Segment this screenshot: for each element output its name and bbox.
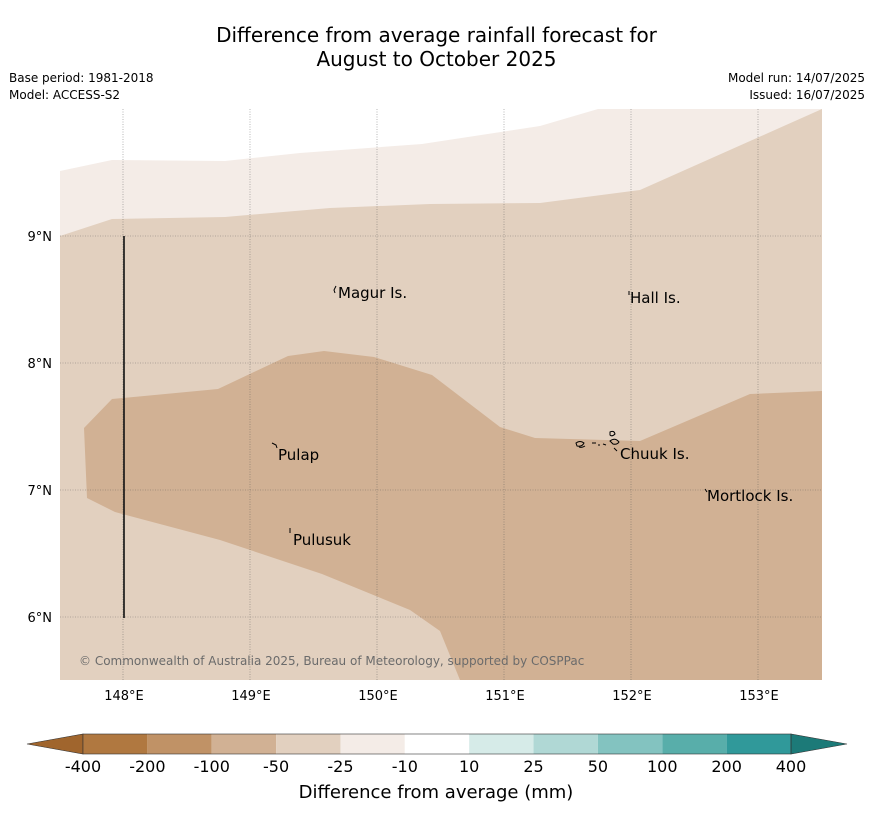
colorbar-tick-label: 50 [588, 757, 608, 776]
colorbar-extend-high [790, 733, 848, 755]
colorbar: -400 -200 -100 -50 -25 -10 10 25 50 100 200 400 [26, 733, 848, 776]
lon-tick-label: 150°E [358, 689, 398, 704]
issued-text: Issued: 16/07/2025 [749, 88, 865, 102]
colorbar-label: Difference from average (mm) [299, 782, 574, 803]
info-right: Model run: 14/07/2025 Issued: 16/07/2025 [728, 70, 865, 104]
colorbar-segment [726, 734, 791, 754]
lat-tick-label: 6°N [28, 611, 53, 626]
colorbar-tick-label: 25 [523, 757, 543, 776]
place-label-mortlock: Mortlock Is. [707, 487, 793, 505]
colorbar-segment [147, 734, 212, 754]
map-title-line2: August to October 2025 [316, 47, 557, 71]
island-shapes [271, 285, 708, 533]
colorbar-tick-label: -10 [392, 757, 418, 776]
colorbar-segment [469, 734, 534, 754]
lon-tick-label: 152°E [612, 689, 652, 704]
colorbar-tick-label: 10 [459, 757, 479, 776]
colorbar-tick-label: -50 [263, 757, 289, 776]
place-label-pulusuk: Pulusuk [293, 531, 351, 549]
colorbar-segment [276, 734, 341, 754]
colorbar-segment [533, 734, 598, 754]
colorbar-tick-label: 400 [776, 757, 807, 776]
lat-tick-label: 9°N [28, 230, 53, 245]
colorbar-segment [83, 734, 148, 754]
pulap-island-shape [271, 442, 278, 449]
info-left: Base period: 1981-2018 Model: ACCESS-S2 [9, 70, 154, 104]
base-period-text: Base period: 1981-2018 [9, 71, 154, 85]
colorbar-outline [82, 733, 792, 755]
colorbar-segment [662, 734, 727, 754]
lon-tick-label: 153°E [739, 689, 779, 704]
lon-tick-labels: 148°E 149°E 150°E 151°E 152°E 153°E [104, 689, 779, 704]
colorbar-tick-label: 100 [647, 757, 678, 776]
colorbar-segment [211, 734, 277, 754]
grid-lines [60, 109, 822, 680]
magur-island-shape [333, 285, 337, 294]
lon-tick-label: 151°E [485, 689, 525, 704]
lon-tick-label: 148°E [104, 689, 144, 704]
map-area: Magur Is. Hall Is. Pulap Chuuk Is. Mortl… [60, 109, 822, 680]
place-label-hall: Hall Is. [630, 289, 681, 307]
place-label-pulap: Pulap [278, 446, 319, 464]
copyright-text: © Commonwealth of Australia 2025, Bureau… [79, 654, 584, 668]
colorbar-tick-label: -25 [327, 757, 353, 776]
colorbar-segment [597, 734, 663, 754]
lat-tick-label: 7°N [28, 484, 53, 499]
colorbar-extend-low [26, 733, 84, 755]
chuuk-island-shapes [575, 430, 620, 452]
model-run-text: Model run: 14/07/2025 [727, 71, 865, 85]
lon-tick-label: 149°E [231, 689, 271, 704]
colorbar-segment [404, 734, 470, 754]
lat-tick-labels: 9°N 8°N 7°N 6°N [28, 230, 53, 626]
colorbar-tick-label: -100 [194, 757, 230, 776]
mortlock-island-shape [704, 488, 708, 493]
colorbar-segment [340, 734, 405, 754]
colorbar-tick-label: -400 [65, 757, 101, 776]
place-label-chuuk: Chuuk Is. [620, 445, 689, 463]
map-title-line1: Difference from average rainfall forecas… [216, 23, 657, 47]
region-minus100-band [84, 351, 822, 680]
place-label-magur: Magur Is. [338, 284, 407, 302]
colorbar-tick-label: 200 [711, 757, 742, 776]
colorbar-tick-label: -200 [129, 757, 165, 776]
model-text: Model: ACCESS-S2 [9, 88, 121, 102]
lat-tick-label: 8°N [28, 357, 53, 372]
